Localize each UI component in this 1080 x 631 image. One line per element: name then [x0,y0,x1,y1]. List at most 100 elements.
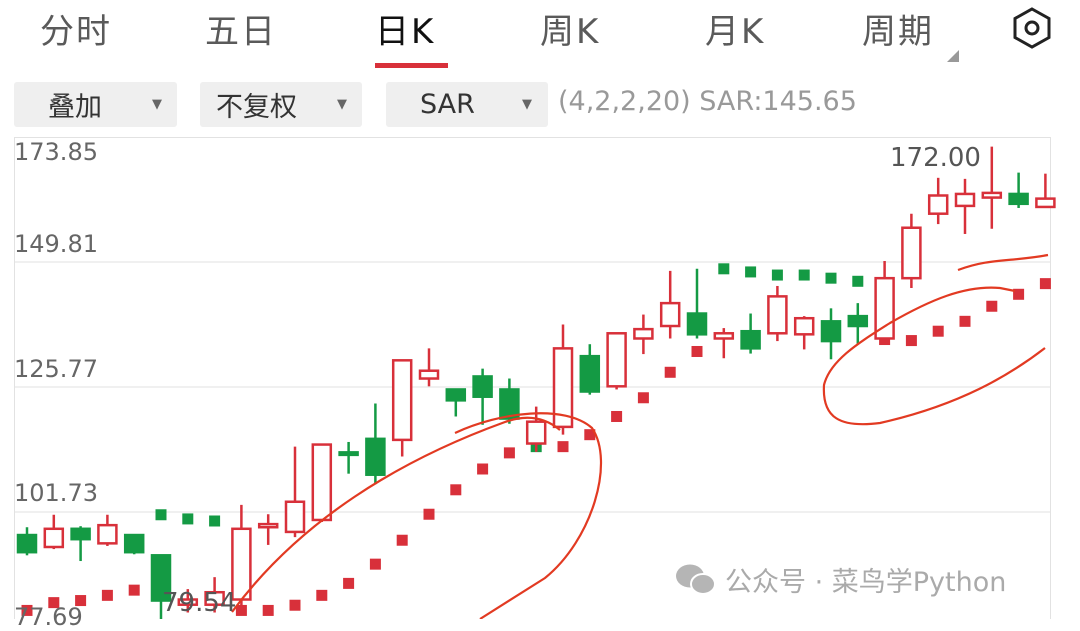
candle-body [525,420,547,445]
y-tick-label: 149.81 [14,230,98,258]
candle-body [97,523,118,545]
tab-daily-k[interactable]: 日K [375,12,436,52]
y-tick-label: 77.69 [14,603,83,631]
annotation-curve [231,416,561,613]
chart-frame [14,137,1051,619]
candle-body [70,527,91,541]
sar-dot [155,509,167,521]
sar-dot [611,410,623,422]
candle [659,270,681,339]
candle-body [150,554,172,602]
sar-dot [905,335,917,347]
candle-body [338,451,359,457]
candle [686,268,708,339]
candle [633,314,654,355]
candle-body [713,332,735,340]
candle [16,527,38,556]
sar-dot [369,558,381,570]
sar-dot [852,275,864,287]
tab-monthly-k[interactable]: 月K [705,12,766,52]
sar-dot [637,392,649,404]
sar-dot [557,441,569,453]
sar-dot [128,584,140,596]
sar-dot [262,604,274,616]
candle-body [820,320,842,343]
candle [499,378,520,424]
candle-body [847,314,869,328]
candle-body [981,191,1003,199]
tab-five-day[interactable]: 五日 [205,12,277,52]
tab-period[interactable]: 周期 [862,12,934,52]
candle-body [204,590,225,606]
hexagon-gear-icon[interactable] [1010,6,1054,50]
candle [204,577,225,613]
annotation-curve [454,412,603,619]
candle-body [311,443,333,522]
candle [177,589,199,613]
tab-intraday[interactable]: 分时 [40,12,112,52]
candle-body [284,500,306,534]
sar-dot [48,597,60,609]
candle [1035,173,1056,209]
adjust-dropdown[interactable]: 不复权 ▼ [200,82,362,127]
y-tick-label: 173.85 [14,138,98,166]
candle-body [123,533,145,554]
candle-body [901,226,922,280]
candle-body [43,527,65,549]
candle [472,368,493,425]
watermark: 公众号 · 菜鸟学Python [675,560,1006,599]
indicator-dropdown[interactable]: SAR ▼ [386,82,548,127]
sar-dot [664,366,676,378]
sar-dot [691,345,703,357]
sar-dot [477,463,489,475]
overlay-dropdown[interactable]: 叠加 ▼ [14,82,177,127]
sar-dot [289,599,301,611]
sar-dot [1013,288,1025,300]
candle-body [659,301,681,328]
sar-dot [396,534,408,546]
candle-body [445,388,467,402]
candle [981,146,1003,229]
sar-dot [235,604,247,616]
candle [445,388,467,417]
annotation-curve [822,286,1046,426]
candle-body [391,359,413,442]
candle-body [472,375,493,398]
candle [284,446,306,538]
sar-dot [423,508,435,520]
caret-down-icon: ▼ [337,97,347,112]
candle [43,514,65,550]
candle [231,504,252,610]
wechat-icon [676,564,716,595]
candle-body [1008,192,1029,206]
tab-weekly-k[interactable]: 周K [540,12,601,52]
hand-drawn-annotations [231,253,1049,619]
candle [820,308,842,360]
sar-dot [316,589,328,601]
candle [70,526,91,562]
candle-body [606,332,627,388]
candle-body [365,437,386,476]
candle [927,177,949,225]
indicator-label: SAR [420,89,475,120]
sar-dot [745,266,757,278]
candle-body [257,522,279,529]
candle [606,332,627,390]
sar-dot [209,515,221,527]
sar-dot [182,513,194,525]
candle [767,285,788,342]
low-price-label: 79.54 [162,588,237,618]
candle-body [767,295,788,335]
dropdown-corner-icon [947,50,959,62]
sar-dot [343,577,355,589]
sar-dot [959,315,971,327]
candle [713,328,735,359]
candle-body [927,194,949,215]
candle [311,443,333,523]
sar-dot [101,589,113,601]
candle [97,514,118,546]
caret-down-icon: ▼ [522,97,532,112]
candle-body [418,369,440,380]
candle [123,533,145,555]
